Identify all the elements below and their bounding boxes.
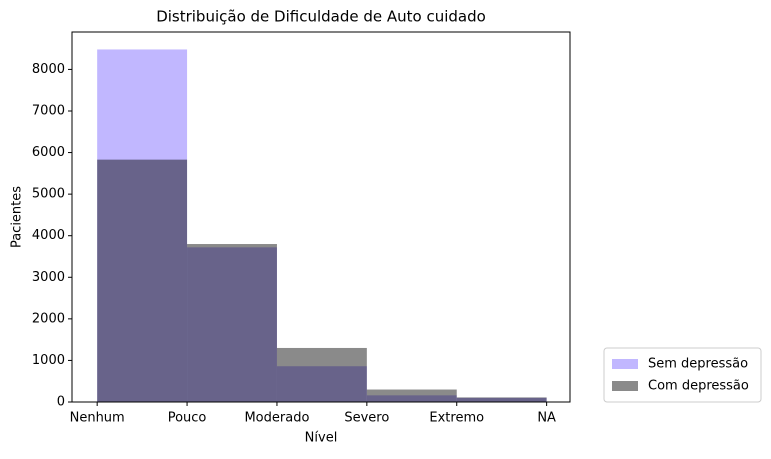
x-tick-label: NA (537, 411, 556, 426)
legend-label: Sem depressão (648, 357, 748, 372)
y-tick-label: 2000 (32, 311, 65, 326)
histogram-bar (187, 247, 277, 402)
y-tick-label: 4000 (32, 228, 65, 243)
histogram-bar (276, 347, 367, 402)
x-tick-label: Moderado (244, 411, 309, 426)
histogram-bar (97, 49, 188, 403)
y-tick-label: 1000 (32, 353, 65, 368)
y-tick-label: 8000 (32, 62, 65, 77)
legend-swatch (612, 359, 638, 369)
plot-frame (71, 31, 571, 403)
histogram-bar (187, 244, 277, 402)
x-axis-label: Nível (305, 431, 338, 446)
histogram-bar (97, 159, 188, 402)
y-axis-label: Pacientes (10, 186, 25, 248)
x-tick-label: Severo (344, 411, 389, 426)
y-tick-label: 7000 (32, 103, 65, 118)
histogram-bar (366, 395, 457, 402)
y-tick-label: 5000 (32, 187, 65, 202)
chart-title: Distribuição de Dificuldade de Auto cuid… (156, 8, 486, 26)
legend-label: Com depressão (648, 379, 749, 394)
histogram-bar (276, 366, 367, 402)
legend-frame (603, 347, 762, 403)
y-tick-label: 6000 (32, 145, 65, 160)
x-tick-label: Extremo (429, 411, 484, 426)
x-tick-label: Pouco (168, 411, 207, 426)
histogram-bar (366, 389, 457, 402)
x-tick-label: Nenhum (70, 411, 125, 426)
histogram-bar (456, 397, 547, 402)
legend-swatch (612, 381, 638, 391)
histogram-bar (456, 397, 547, 402)
y-tick-label: 0 (57, 395, 65, 410)
y-tick-label: 3000 (32, 270, 65, 285)
